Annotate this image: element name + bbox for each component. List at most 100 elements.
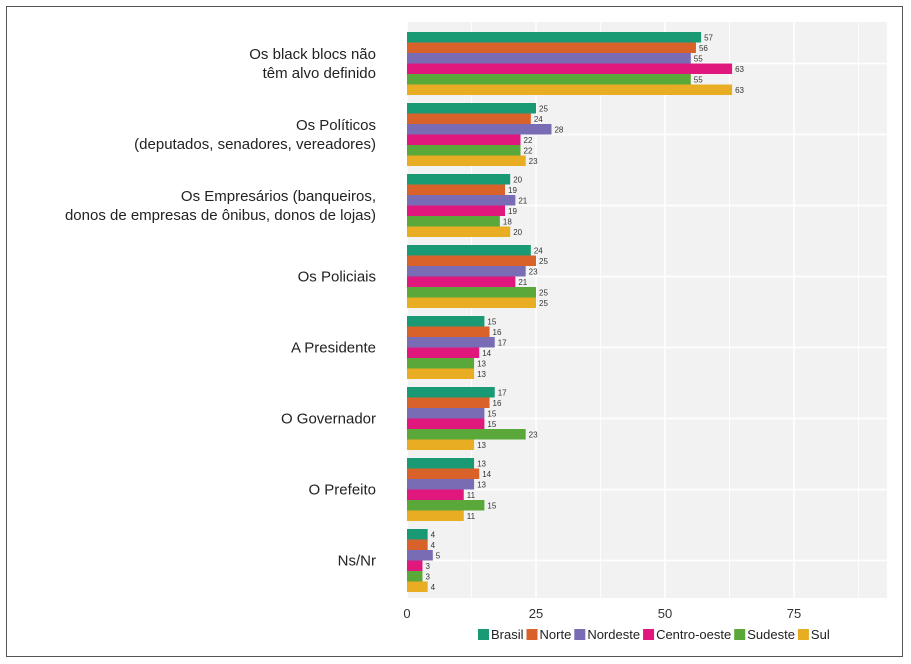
bar xyxy=(407,174,511,185)
legend-swatch xyxy=(526,629,538,640)
bar xyxy=(407,216,500,227)
data-label: 22 xyxy=(524,136,533,145)
bar xyxy=(407,316,485,327)
data-label: 15 xyxy=(487,409,496,418)
category-label: Os black blocs não xyxy=(249,46,376,63)
data-label: 21 xyxy=(518,196,527,205)
category-label: Ns/Nr xyxy=(338,553,376,570)
bar xyxy=(407,63,733,74)
bar xyxy=(407,479,475,490)
bar xyxy=(407,226,511,237)
data-label: 28 xyxy=(554,125,563,134)
legend-entry: Sudeste xyxy=(747,627,795,642)
x-tick-label: 0 xyxy=(403,606,410,621)
category-label: O Governador xyxy=(281,411,376,428)
legend-swatch xyxy=(797,629,809,640)
category-label: Os Políticos xyxy=(296,117,376,134)
data-label: 14 xyxy=(482,349,491,358)
bar xyxy=(407,387,495,398)
bar xyxy=(407,358,475,369)
bar xyxy=(407,529,428,540)
legend-entry: Nordeste xyxy=(587,627,640,642)
bar xyxy=(407,184,506,195)
bar xyxy=(407,266,526,277)
data-label: 23 xyxy=(529,267,538,276)
category-label: Os Policiais xyxy=(298,269,376,286)
data-label: 4 xyxy=(431,530,436,539)
category-label: A Presidente xyxy=(291,340,376,357)
bar xyxy=(407,439,475,450)
bar xyxy=(407,347,480,358)
data-label: 15 xyxy=(487,317,496,326)
data-label: 20 xyxy=(513,228,522,237)
legend-entry: Norte xyxy=(540,627,572,642)
legend-entry: Sul xyxy=(811,627,830,642)
data-label: 17 xyxy=(498,338,507,347)
data-label: 19 xyxy=(508,207,517,216)
legend-swatch xyxy=(734,629,746,640)
bar xyxy=(407,326,490,337)
bar xyxy=(407,510,464,521)
bar xyxy=(407,74,691,85)
data-label: 13 xyxy=(477,441,486,450)
bar xyxy=(407,245,531,256)
data-label: 55 xyxy=(694,54,703,63)
bar xyxy=(407,103,536,114)
bar xyxy=(407,53,691,64)
bar xyxy=(407,368,475,379)
x-tick-label: 50 xyxy=(658,606,672,621)
bar xyxy=(407,489,464,500)
bar xyxy=(407,550,433,561)
category-label: O Prefeito xyxy=(308,482,376,499)
data-label: 18 xyxy=(503,217,512,226)
category-label: (deputados, senadores, vereadores) xyxy=(134,136,376,153)
data-label: 15 xyxy=(487,420,496,429)
bar xyxy=(407,581,428,592)
category-label: donos de empresas de ônibus, donos de lo… xyxy=(65,207,376,224)
data-label: 3 xyxy=(425,562,430,571)
bar xyxy=(407,205,506,216)
bar xyxy=(407,276,516,287)
category-label: têm alvo definido xyxy=(263,65,376,82)
bar xyxy=(407,571,423,582)
data-label: 25 xyxy=(539,104,548,113)
legend-swatch xyxy=(574,629,586,640)
data-label: 4 xyxy=(431,583,436,592)
data-label: 21 xyxy=(518,278,527,287)
legend-swatch xyxy=(643,629,655,640)
legend-entry: Brasil xyxy=(491,627,524,642)
data-label: 55 xyxy=(694,75,703,84)
data-label: 4 xyxy=(431,541,436,550)
bar xyxy=(407,32,702,43)
data-label: 15 xyxy=(487,501,496,510)
bar xyxy=(407,145,521,156)
bar xyxy=(407,397,490,408)
bar xyxy=(407,418,485,429)
data-label: 57 xyxy=(704,33,713,42)
data-label: 13 xyxy=(477,459,486,468)
data-label: 13 xyxy=(477,359,486,368)
data-label: 19 xyxy=(508,186,517,195)
legend-swatch xyxy=(478,629,489,640)
data-label: 14 xyxy=(482,470,491,479)
data-label: 24 xyxy=(534,246,543,255)
data-label: 56 xyxy=(699,44,708,53)
bar xyxy=(407,255,536,266)
bar xyxy=(407,84,733,95)
bar xyxy=(407,408,485,419)
bar xyxy=(407,42,696,53)
bar xyxy=(407,539,428,550)
data-label: 11 xyxy=(467,512,476,521)
data-label: 17 xyxy=(498,388,507,397)
bar xyxy=(407,560,423,571)
data-label: 25 xyxy=(539,288,548,297)
legend-entry: Centro-oeste xyxy=(656,627,731,642)
bar xyxy=(407,124,552,135)
data-label: 23 xyxy=(529,430,538,439)
data-label: 63 xyxy=(735,65,744,74)
data-label: 24 xyxy=(534,115,543,124)
data-label: 16 xyxy=(493,399,502,408)
bar xyxy=(407,297,536,308)
data-label: 3 xyxy=(425,572,430,581)
